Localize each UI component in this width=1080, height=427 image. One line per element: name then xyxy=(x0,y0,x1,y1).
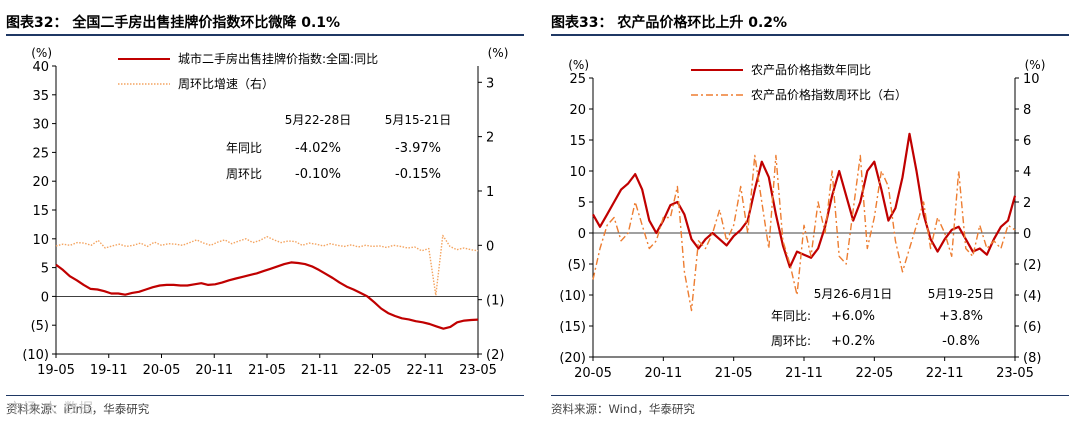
right-left-tick-label: (10) xyxy=(559,289,586,304)
right-chart-panel: 图表33： 农产品价格环比上升 0.2% (%) (%) 25 20 15 10 5 0 (5)… xyxy=(545,0,1075,427)
right-x-tick-label: 21-05 xyxy=(715,366,753,381)
right-right-tick-label: (6) xyxy=(1023,320,1041,335)
right-right-tick-label: 6 xyxy=(1023,134,1031,149)
right-x-tick-label: 22-05 xyxy=(855,366,893,381)
left-table-cell: -3.97% xyxy=(395,141,441,156)
right-left-tick-label: 5 xyxy=(578,196,586,211)
right-right-tick-label: (2) xyxy=(1023,258,1041,273)
right-right-tick-label: 8 xyxy=(1023,103,1031,118)
watermark-logo: 市场 大 数据 xyxy=(8,401,94,417)
right-left-tick-label: 10 xyxy=(569,165,586,180)
left-left-tick-label: 20 xyxy=(32,175,49,190)
right-right-tick-label: 2 xyxy=(1023,196,1031,211)
left-bottom-rule xyxy=(6,395,524,396)
left-left-tick-label: (10) xyxy=(22,348,49,363)
right-right-tick-label: (4) xyxy=(1023,289,1041,304)
left-x-tick-label: 22-11 xyxy=(406,363,444,378)
left-right-tick-label: 1 xyxy=(486,185,494,200)
right-source-note: 资料来源：Wind，华泰研究 xyxy=(551,402,695,416)
left-left-tick-label: 10 xyxy=(32,233,49,248)
left-left-tick-label: 5 xyxy=(41,262,49,277)
right-table-col-header: 5月19-25日 xyxy=(928,287,995,301)
left-left-tick-label: (5) xyxy=(31,319,49,334)
left-table-col-header: 5月15-21日 xyxy=(385,113,452,127)
left-left-tick-label: 15 xyxy=(32,204,49,219)
right-left-tick-label: (15) xyxy=(559,320,586,335)
right-left-tick-label: 20 xyxy=(569,103,586,118)
right-table-cell: +6.0% xyxy=(831,309,875,324)
left-x-tick-label: 19-11 xyxy=(90,363,128,378)
right-left-tick-label: 25 xyxy=(569,72,586,87)
right-right-tick-label: 4 xyxy=(1023,165,1031,180)
right-chart-svg: (%) (%)2520151050(5)(10)(15)(20)1086420(2… xyxy=(559,58,1046,381)
left-legend-label-0: 城市二手房出售挂牌价指数:全国:同比 xyxy=(178,51,378,66)
left-series-line-1 xyxy=(55,234,479,296)
left-left-tick-label: 40 xyxy=(32,60,49,75)
left-chart-panel: 图表32： 全国二手房出售挂牌价指数环比微降 0.1% (%) (%) 40 35 30… xyxy=(0,0,530,427)
right-left-tick-label: 0 xyxy=(578,227,586,242)
right-bottom-rule xyxy=(551,395,1069,396)
right-series-line-1 xyxy=(592,154,1016,312)
left-left-unit: (%) xyxy=(31,46,52,60)
left-legend-label-1: 周环比增速（右） xyxy=(178,76,274,91)
left-source-note: 资料来源：iFinD，华泰研究 xyxy=(6,402,150,416)
left-chart-svg: (%) (%)4035302520151050(5)(10)3210(1)(2)1… xyxy=(22,46,509,378)
left-left-tick-label: 30 xyxy=(32,118,49,133)
right-table-cell: +0.2% xyxy=(831,334,875,349)
right-title-rule xyxy=(551,34,1069,36)
left-right-tick-label: 2 xyxy=(486,131,494,146)
left-chart-title: 图表32： 全国二手房出售挂牌价指数环比微降 0.1% xyxy=(6,15,341,31)
left-title-rule xyxy=(6,34,524,36)
right-legend-label-0: 农产品价格指数年同比 xyxy=(751,62,871,77)
right-right-tick-label: 10 xyxy=(1023,72,1040,87)
left-left-tick-label: 0 xyxy=(41,290,49,305)
left-left-tick-label: 25 xyxy=(32,146,49,161)
left-table-row-label: 年同比 xyxy=(226,141,262,155)
left-x-tick-label: 21-11 xyxy=(301,363,339,378)
right-left-tick-label: (5) xyxy=(568,258,586,273)
left-table-col-header: 5月22-28日 xyxy=(285,113,352,127)
left-table-cell: -4.02% xyxy=(295,141,341,156)
left-right-tick-label: 3 xyxy=(486,76,494,91)
left-right-tick-label: 0 xyxy=(486,239,494,254)
right-right-unit: (%) xyxy=(1025,58,1046,72)
right-legend-label-1: 农产品价格指数周环比（右） xyxy=(751,87,907,102)
left-x-tick-label: 19-05 xyxy=(37,363,75,378)
right-chart-title: 图表33： 农产品价格环比上升 0.2% xyxy=(551,15,788,31)
right-table-cell: +3.8% xyxy=(939,309,983,324)
right-table-row-label: 年同比: xyxy=(771,309,811,323)
right-x-tick-label: 20-11 xyxy=(644,366,682,381)
left-right-tick-label: (1) xyxy=(486,294,504,309)
right-left-unit: (%) xyxy=(568,58,589,72)
right-series-line-0 xyxy=(592,132,1017,269)
left-x-tick-label: 21-05 xyxy=(248,363,286,378)
left-x-tick-label: 20-11 xyxy=(195,363,233,378)
left-table-cell: -0.10% xyxy=(295,167,341,182)
left-right-tick-label: (2) xyxy=(486,348,504,363)
right-x-tick-label: 20-05 xyxy=(574,366,612,381)
right-table-col-header: 5月26-6月1日 xyxy=(814,287,893,301)
left-x-tick-label: 20-05 xyxy=(143,363,181,378)
left-left-tick-label: 35 xyxy=(32,89,49,104)
right-left-tick-label: 15 xyxy=(569,134,586,149)
right-x-tick-label: 22-11 xyxy=(926,366,964,381)
right-right-tick-label: (8) xyxy=(1023,351,1041,366)
right-table-row-label: 周环比: xyxy=(771,334,811,348)
left-table-row-label: 周环比 xyxy=(226,167,262,181)
left-table-cell: -0.15% xyxy=(395,167,441,182)
left-right-unit: (%) xyxy=(488,46,509,60)
right-left-tick-label: (20) xyxy=(559,351,586,366)
left-series-line-0 xyxy=(55,261,479,330)
left-x-tick-label: 22-05 xyxy=(354,363,392,378)
right-x-tick-label: 21-11 xyxy=(785,366,823,381)
right-table-cell: -0.8% xyxy=(942,334,980,349)
right-right-tick-label: 0 xyxy=(1023,227,1031,242)
right-x-tick-label: 23-05 xyxy=(996,366,1034,381)
left-x-tick-label: 23-05 xyxy=(459,363,497,378)
